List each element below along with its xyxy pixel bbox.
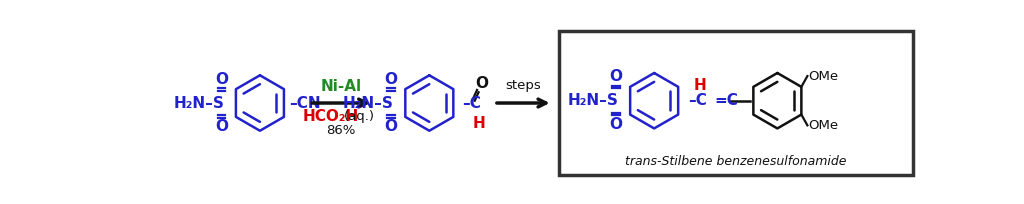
Text: H₂N–S: H₂N–S: [568, 93, 618, 108]
Bar: [559, 31, 912, 175]
Text: O: O: [384, 72, 397, 87]
Text: H: H: [472, 115, 485, 131]
Text: HCO₂H: HCO₂H: [302, 109, 358, 124]
Text: OMe: OMe: [808, 70, 839, 83]
Text: –C: –C: [688, 93, 707, 108]
Text: O: O: [215, 119, 228, 134]
Text: Ni-Al: Ni-Al: [321, 79, 361, 94]
Text: –C: –C: [462, 95, 480, 111]
Text: –CN: –CN: [289, 95, 321, 111]
Text: O: O: [609, 117, 623, 132]
Text: steps: steps: [506, 79, 541, 92]
Text: O: O: [609, 69, 623, 84]
Text: OMe: OMe: [808, 119, 839, 132]
Text: 86%: 86%: [327, 124, 356, 137]
Text: O: O: [475, 75, 488, 91]
Text: O: O: [215, 72, 228, 87]
Text: H: H: [693, 78, 706, 93]
Text: (aq.): (aq.): [344, 110, 375, 123]
Text: H₂N–S: H₂N–S: [174, 95, 224, 111]
Text: =C: =C: [714, 93, 738, 108]
Text: O: O: [384, 119, 397, 134]
Text: trans-Stilbene benzenesulfonamide: trans-Stilbene benzenesulfonamide: [625, 155, 847, 168]
Text: H₂N–S: H₂N–S: [343, 95, 394, 111]
